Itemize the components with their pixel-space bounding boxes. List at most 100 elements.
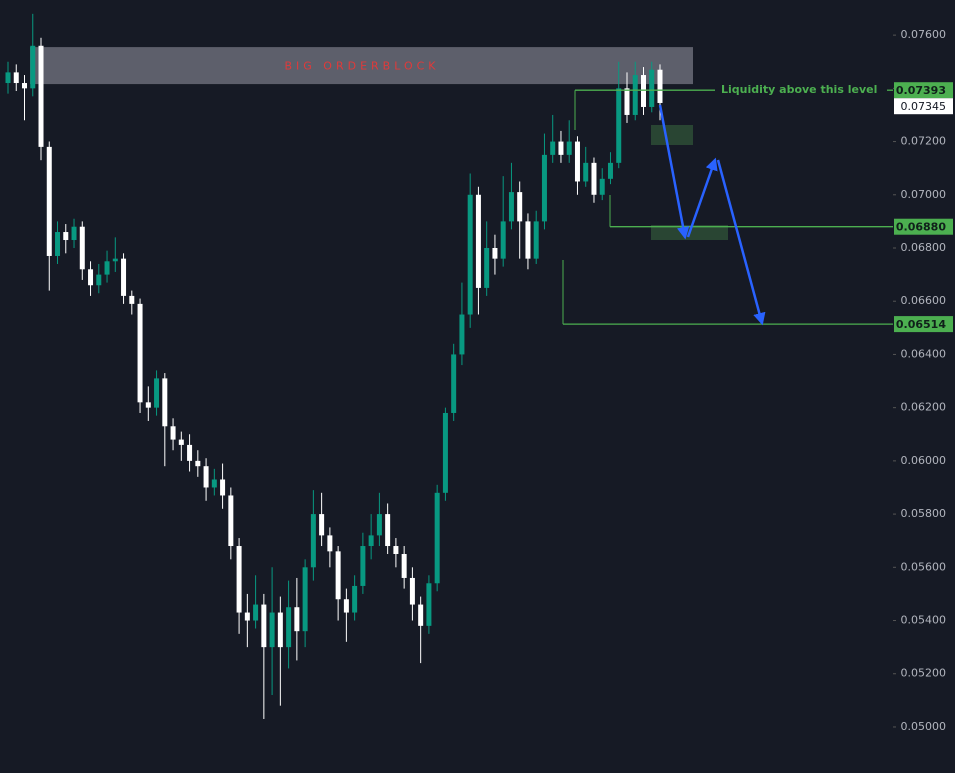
candle-body	[459, 314, 465, 355]
candle-body	[517, 192, 523, 222]
candle-body	[88, 269, 94, 286]
candle-body	[277, 612, 283, 648]
y-tick-label: 0.06800	[901, 241, 947, 254]
candle-body	[55, 232, 61, 256]
orderblock-zone	[30, 47, 693, 85]
candle-body	[335, 551, 341, 600]
candle-body	[484, 247, 490, 288]
candle-body	[211, 479, 217, 488]
candle-body	[401, 554, 407, 578]
y-tick-label: 0.05600	[901, 560, 947, 573]
candle-body	[121, 258, 127, 296]
candle-body	[319, 514, 325, 536]
candle-body	[38, 45, 44, 147]
level-tag-bg	[894, 316, 953, 333]
candle-body	[640, 75, 646, 107]
candle-body	[385, 514, 391, 547]
candle-body	[475, 194, 481, 288]
candle-body	[550, 141, 556, 155]
y-tick-label: 0.06600	[901, 294, 947, 307]
candle-body	[500, 221, 506, 259]
candle-body	[244, 612, 250, 621]
candle-body	[236, 546, 242, 613]
y-tick-label: 0.06400	[901, 347, 947, 360]
candle-body	[558, 141, 564, 155]
y-tick-label: 0.07200	[901, 135, 947, 148]
candle-body	[154, 378, 160, 408]
candle-body	[649, 69, 655, 107]
candle-body	[616, 88, 622, 163]
candle-body	[599, 178, 605, 195]
y-tick-label: 0.06000	[901, 454, 947, 467]
candle-body	[426, 583, 432, 626]
candle-body	[310, 514, 316, 568]
candle-body	[269, 612, 275, 648]
target-box	[651, 125, 693, 145]
candle-body	[393, 546, 399, 555]
candle-body	[170, 426, 176, 440]
candle-body	[22, 83, 28, 89]
candle-body	[508, 192, 514, 222]
candle-body	[418, 604, 424, 626]
candle-body	[607, 162, 613, 179]
candle-body	[376, 514, 382, 536]
candle-body	[286, 607, 292, 648]
candle-body	[79, 226, 85, 270]
candle-body	[343, 599, 349, 613]
candle-body	[203, 466, 209, 488]
y-tick-label: 0.05400	[901, 614, 947, 627]
candle-body	[632, 75, 638, 115]
level-note: Liquidity above this level	[721, 83, 877, 96]
candle-body	[327, 535, 333, 552]
candle-body	[525, 221, 531, 259]
candle-body	[368, 535, 374, 547]
path-arrow	[686, 157, 718, 238]
candle-body	[467, 194, 473, 315]
candle-body	[71, 226, 77, 241]
candle-body	[104, 261, 110, 275]
level-tag-bg	[894, 218, 953, 235]
y-tick-label: 0.06200	[901, 401, 947, 414]
candle-body	[228, 495, 234, 547]
candle-body	[162, 378, 168, 427]
candle-body	[220, 479, 226, 496]
candle-body	[112, 258, 118, 262]
level-tag: 0.06514	[896, 318, 946, 331]
candle-body	[541, 154, 547, 222]
orderblock-label: BIG ORDERBLOCK	[284, 60, 439, 73]
candle-body	[591, 162, 597, 195]
candle-body	[360, 546, 366, 586]
price-axis	[893, 0, 955, 773]
candle-body	[574, 141, 580, 182]
candle-body	[5, 72, 11, 84]
path-arrow	[658, 104, 690, 240]
y-tick-label: 0.05200	[901, 667, 947, 680]
candle-body	[195, 460, 201, 467]
last-price-tag: 0.07345	[901, 100, 947, 113]
candle-body	[63, 232, 69, 241]
candle-body	[46, 146, 52, 256]
candle-body	[566, 141, 572, 155]
candle-body	[302, 567, 308, 632]
path-arrow	[716, 159, 766, 326]
candle-body	[253, 604, 259, 621]
candle-body	[30, 45, 36, 89]
candle-body	[533, 221, 539, 259]
candle-body	[13, 72, 19, 84]
level-tag-bg	[894, 82, 953, 99]
y-tick-label: 0.07600	[901, 28, 947, 41]
candle-body	[451, 354, 457, 413]
candle-body	[434, 492, 440, 584]
level-tag: 0.06880	[896, 221, 946, 234]
candle-body	[178, 439, 184, 445]
candle-body	[583, 162, 589, 182]
candle-body	[442, 412, 448, 493]
y-tick-label: 0.05800	[901, 507, 947, 520]
y-tick-label: 0.05000	[901, 720, 947, 733]
candle-body	[145, 402, 151, 408]
candle-body	[492, 247, 498, 259]
candle-body	[137, 303, 143, 403]
candle-body	[657, 69, 663, 103]
candle-body	[409, 577, 415, 605]
